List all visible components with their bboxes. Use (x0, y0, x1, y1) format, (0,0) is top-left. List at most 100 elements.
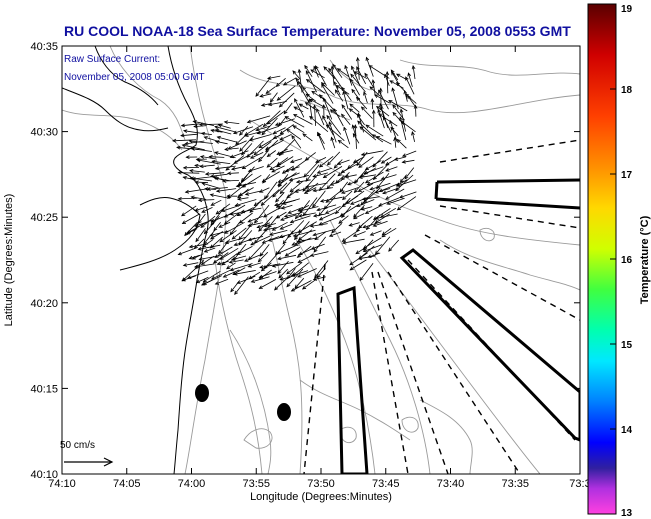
current-vector (266, 110, 285, 125)
current-vector (294, 187, 309, 193)
current-vector (292, 125, 305, 134)
current-vector (177, 196, 198, 201)
current-vector (371, 79, 376, 97)
current-vector (202, 275, 222, 285)
colorbar-tick-label: 19 (621, 4, 633, 15)
current-vector (319, 196, 343, 203)
current-vector (405, 76, 415, 95)
current-vector (214, 278, 229, 285)
current-vector (247, 262, 262, 268)
current-vector (334, 89, 344, 102)
current-vector (340, 172, 350, 181)
current-vector (296, 237, 317, 243)
current-vector (279, 275, 296, 281)
current-vector (411, 130, 415, 142)
current-vector (329, 109, 341, 117)
current-vector (305, 78, 326, 94)
current-vector (257, 251, 269, 263)
current-vector (316, 204, 337, 212)
current-vector (219, 230, 237, 243)
current-vector (390, 126, 399, 137)
current-vector (357, 120, 374, 137)
current-vector (256, 222, 271, 229)
current-vector (259, 263, 281, 269)
current-vector (269, 92, 278, 103)
current-vector (326, 151, 341, 166)
current-vector (247, 222, 263, 227)
current-vector (279, 134, 292, 141)
current-vector (294, 98, 305, 118)
current-vector (214, 176, 231, 182)
current-vector (214, 125, 236, 133)
current-vector (331, 223, 343, 234)
x-tick-label: 73:45 (372, 478, 400, 490)
current-vector (260, 189, 280, 206)
current-vector (277, 172, 300, 183)
current-vector (364, 205, 381, 214)
current-vector (295, 179, 311, 184)
current-vector (381, 227, 397, 238)
current-vector (296, 81, 310, 103)
current-vector (388, 239, 399, 252)
current-vector (233, 270, 256, 276)
current-vector (231, 255, 247, 261)
current-vector (340, 187, 359, 194)
current-vector (196, 158, 221, 165)
current-vector (369, 230, 382, 236)
current-vector (389, 119, 398, 143)
current-vector (253, 141, 272, 156)
current-vector (344, 174, 357, 179)
current-vector (396, 196, 417, 211)
current-vector (399, 174, 408, 183)
current-vector (224, 147, 239, 152)
current-vector (361, 196, 380, 201)
current-vector (247, 166, 264, 173)
current-vector (395, 179, 417, 187)
current-vector (209, 230, 229, 237)
current-vector (255, 125, 270, 132)
colorbar-tick-label: 14 (621, 425, 633, 436)
current-vector (350, 73, 366, 93)
current-vector (200, 131, 212, 136)
current-vector (247, 215, 263, 223)
current-vector (297, 255, 313, 263)
current-vector (214, 165, 236, 171)
current-vector (312, 190, 326, 208)
current-vector (194, 180, 209, 185)
current-vector (312, 276, 326, 281)
current-vector (238, 187, 254, 197)
current-vector (289, 158, 303, 164)
current-vector (396, 138, 407, 149)
x-axis-ticks: 74:10 74:05 74:00 73:55 73:50 73:45 73:40 73:35… (48, 46, 591, 490)
current-vector (271, 261, 294, 268)
current-vector (337, 139, 349, 149)
current-vector (301, 278, 317, 290)
current-vector (318, 155, 334, 168)
current-vector (364, 160, 382, 171)
legend-line-1: Raw Surface Current: (64, 54, 160, 65)
current-vector (235, 182, 257, 188)
current-vector (286, 261, 303, 275)
current-vector (326, 114, 342, 135)
current-vector (369, 182, 391, 191)
x-tick-label: 74:10 (48, 478, 76, 490)
current-vector (328, 67, 343, 89)
current-vector (188, 243, 209, 249)
current-vector (284, 247, 301, 257)
current-vector (197, 213, 206, 224)
current-vector (358, 156, 374, 168)
current-vector (362, 244, 383, 253)
current-vector (269, 230, 288, 236)
current-vector (307, 98, 313, 120)
current-vector (222, 179, 239, 183)
current-vector (277, 260, 289, 275)
current-vector (316, 167, 332, 174)
current-vector (250, 276, 270, 283)
current-vector (316, 108, 325, 126)
current-vector (199, 164, 215, 169)
current-vector (286, 128, 302, 140)
current-vector (185, 155, 198, 160)
current-vector (258, 216, 273, 232)
seafloor-features (195, 384, 291, 421)
current-vector (279, 179, 293, 195)
